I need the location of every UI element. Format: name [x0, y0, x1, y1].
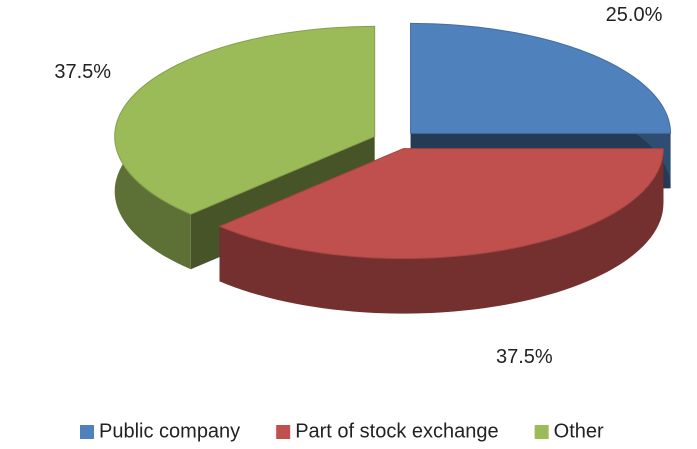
data-label: 37.5% — [54, 61, 111, 83]
legend-label: Public company — [99, 420, 240, 442]
data-label: 37.5% — [496, 346, 553, 368]
legend-swatch — [276, 425, 291, 439]
slice-top — [410, 22, 672, 134]
slice-side — [219, 148, 664, 314]
slice — [218, 148, 664, 314]
data-label: 25.0% — [606, 4, 663, 26]
legend-swatch — [534, 425, 549, 439]
legend-label: Other — [554, 420, 604, 442]
slice-top — [114, 25, 376, 215]
slice-top — [218, 148, 664, 260]
legend-swatch — [80, 425, 94, 439]
legend-label: Part of stock exchange — [295, 420, 498, 442]
